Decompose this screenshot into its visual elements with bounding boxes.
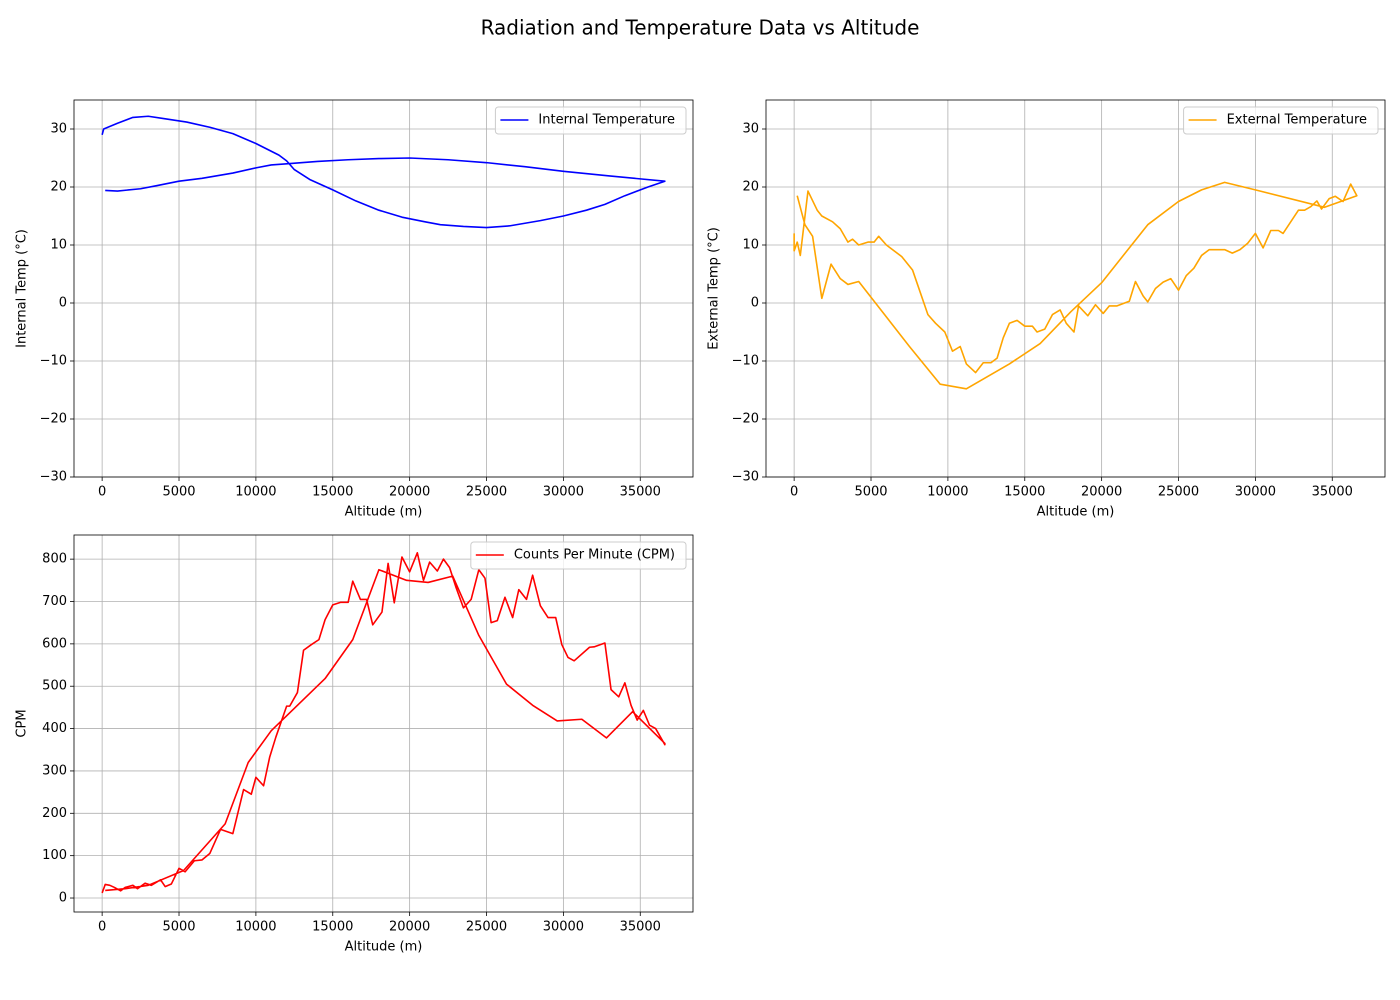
- y-tick-label: 0: [59, 891, 67, 906]
- y-tick-label: 800: [42, 552, 67, 567]
- data-line: [793, 181, 1358, 390]
- x-tick-label: 15000: [312, 920, 353, 935]
- x-axis-label: Altitude (m): [345, 505, 423, 520]
- y-tick-label: −30: [40, 470, 67, 485]
- plot-area: [74, 100, 693, 477]
- x-tick-label: 30000: [543, 920, 584, 935]
- x-tick-label: 35000: [1312, 485, 1353, 500]
- x-tick-label: 25000: [466, 485, 507, 500]
- x-tick-label: 30000: [543, 485, 584, 500]
- y-tick-label: 10: [50, 238, 67, 253]
- y-tick-label: 700: [42, 594, 67, 609]
- figure-title: Radiation and Temperature Data vs Altitu…: [481, 16, 920, 40]
- legend: External Temperature: [1183, 106, 1379, 135]
- y-tick-label: −10: [732, 354, 759, 369]
- axes-frame: [765, 99, 1386, 478]
- x-tick-label: 5000: [162, 485, 195, 500]
- x-axis-label: Altitude (m): [345, 940, 423, 955]
- y-axis-label: Internal Temp (°C): [15, 229, 30, 348]
- legend-label: Counts Per Minute (CPM): [514, 548, 675, 563]
- x-tick-label: 20000: [389, 485, 430, 500]
- x-tick-label: 10000: [235, 920, 276, 935]
- legend-box: [470, 541, 687, 570]
- x-tick-label: 25000: [1158, 485, 1199, 500]
- y-tick-label: 30: [742, 122, 759, 137]
- x-tick-label: 0: [98, 485, 106, 500]
- y-tick-label: 600: [42, 636, 67, 651]
- y-tick-label: 100: [42, 848, 67, 863]
- x-tick-label: 20000: [389, 920, 430, 935]
- x-axis-label: Altitude (m): [1037, 505, 1115, 520]
- plot-area: [766, 100, 1385, 477]
- x-tick-label: 15000: [1004, 485, 1045, 500]
- legend: Internal Temperature: [494, 106, 687, 135]
- y-tick-label: 300: [42, 763, 67, 778]
- plot-lines: [793, 181, 1358, 390]
- x-tick-label: 10000: [927, 485, 968, 500]
- x-tick-label: 25000: [466, 920, 507, 935]
- y-tick-label: 200: [42, 806, 67, 821]
- x-tick-label: 35000: [620, 485, 661, 500]
- x-tick-label: 5000: [162, 920, 195, 935]
- y-tick-label: −30: [732, 470, 759, 485]
- data-line: [101, 115, 666, 229]
- plot-lines: [101, 115, 666, 229]
- y-tick-label: 0: [59, 296, 67, 311]
- y-tick-label: 0: [751, 296, 759, 311]
- x-tick-label: 15000: [312, 485, 353, 500]
- y-tick-label: 500: [42, 679, 67, 694]
- y-tick-label: −10: [40, 354, 67, 369]
- y-tick-label: −20: [732, 412, 759, 427]
- axes-frame: [73, 99, 694, 478]
- legend-box: [494, 106, 687, 135]
- x-tick-label: 5000: [854, 485, 887, 500]
- x-tick-label: 20000: [1081, 485, 1122, 500]
- y-tick-label: 30: [50, 122, 67, 137]
- plot-lines: [101, 551, 666, 894]
- x-tick-label: 0: [790, 485, 798, 500]
- y-axis-label: CPM: [15, 709, 30, 737]
- x-tick-label: 30000: [1235, 485, 1276, 500]
- y-tick-label: −20: [40, 412, 67, 427]
- y-tick-label: 10: [742, 238, 759, 253]
- x-tick-label: 0: [98, 920, 106, 935]
- legend-box: [1183, 106, 1379, 135]
- legend-label: Internal Temperature: [538, 113, 675, 128]
- x-tick-label: 10000: [235, 485, 276, 500]
- axes-frame: [73, 534, 694, 913]
- y-tick-label: 400: [42, 721, 67, 736]
- data-line: [101, 551, 666, 894]
- y-axis-label: External Temp (°C): [707, 227, 722, 350]
- x-tick-label: 35000: [620, 920, 661, 935]
- y-tick-label: 20: [742, 180, 759, 195]
- y-tick-label: 20: [50, 180, 67, 195]
- legend-label: External Temperature: [1227, 113, 1367, 128]
- legend: Counts Per Minute (CPM): [470, 541, 687, 570]
